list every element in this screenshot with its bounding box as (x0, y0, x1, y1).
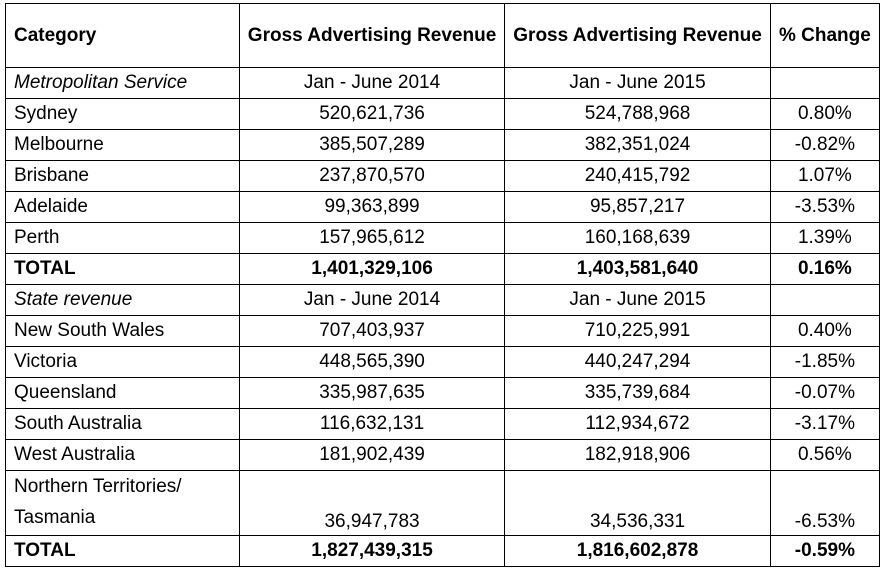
value-2015: 524,788,968 (504, 98, 771, 130)
table-row: South Australia 116,632,131 112,934,672 … (5, 408, 880, 440)
row-label: South Australia (5, 408, 240, 440)
row-label: Perth (5, 222, 240, 254)
value-2015: 710,225,991 (504, 315, 771, 347)
table-row: Sydney 520,621,736 524,788,968 0.80% (5, 98, 880, 130)
value-2014: 335,987,635 (238, 377, 506, 409)
value-2014: 385,507,289 (238, 129, 506, 161)
total-row-metropolitan: TOTAL 1,401,329,106 1,403,581,640 0.16% (5, 253, 880, 285)
section-row-state: State revenue Jan - June 2014 Jan - June… (5, 284, 880, 316)
table-row: Victoria 448,565,390 440,247,294 -1.85% (5, 346, 880, 378)
value-2015: 382,351,024 (504, 129, 771, 161)
period-2015: Jan - June 2015 (504, 67, 771, 99)
empty-cell (769, 67, 880, 99)
section-row-metropolitan: Metropolitan Service Jan - June 2014 Jan… (5, 67, 880, 99)
header-row: Category Gross Advertising Revenue Gross… (5, 3, 880, 68)
percent-change: -0.82% (769, 129, 880, 161)
period-2015: Jan - June 2015 (504, 284, 771, 316)
total-2014: 1,401,329,106 (238, 253, 506, 285)
row-label: Adelaide (5, 191, 240, 223)
header-revenue-2015: Gross Advertising Revenue (504, 3, 771, 68)
value-2015: 95,857,217 (504, 191, 771, 223)
value-2014: 237,870,570 (238, 160, 506, 192)
table-row: Melbourne 385,507,289 382,351,024 -0.82% (5, 129, 880, 161)
value-2015: 440,247,294 (504, 346, 771, 378)
value-2014: 99,363,899 (238, 191, 506, 223)
header-category: Category (5, 3, 240, 68)
percent-change: -3.53% (769, 191, 880, 223)
value-2014: 157,965,612 (238, 222, 506, 254)
value-2014: 448,565,390 (238, 346, 506, 378)
percent-change: -1.85% (769, 346, 880, 378)
total-percent-change: -0.59% (769, 535, 880, 567)
section-label: State revenue (5, 284, 240, 316)
value-2014: 36,947,783 (238, 470, 506, 536)
total-2015: 1,816,602,878 (504, 535, 771, 567)
row-label: Melbourne (5, 129, 240, 161)
percent-change: 1.07% (769, 160, 880, 192)
table-row: New South Wales 707,403,937 710,225,991 … (5, 315, 880, 347)
table-row: Northern Territories/ Tasmania 36,947,78… (5, 470, 880, 536)
row-label: Northern Territories/ Tasmania (5, 470, 240, 536)
value-2014: 707,403,937 (238, 315, 506, 347)
table-row: Adelaide 99,363,899 95,857,217 -3.53% (5, 191, 880, 223)
value-2015: 34,536,331 (504, 470, 771, 536)
percent-change: -3.17% (769, 408, 880, 440)
row-label: Sydney (5, 98, 240, 130)
row-label: New South Wales (5, 315, 240, 347)
table-row: Queensland 335,987,635 335,739,684 -0.07… (5, 377, 880, 409)
revenue-table: Category Gross Advertising Revenue Gross… (5, 3, 880, 567)
table-row: Brisbane 237,870,570 240,415,792 1.07% (5, 160, 880, 192)
value-2014: 181,902,439 (238, 439, 506, 471)
row-label: Brisbane (5, 160, 240, 192)
total-2014: 1,827,439,315 (238, 535, 506, 567)
header-percent-change: % Change (769, 3, 880, 68)
total-percent-change: 0.16% (769, 253, 880, 285)
empty-cell (769, 284, 880, 316)
row-label: Victoria (5, 346, 240, 378)
value-2015: 112,934,672 (504, 408, 771, 440)
percent-change: -6.53% (769, 470, 880, 536)
value-2015: 240,415,792 (504, 160, 771, 192)
header-revenue-2014: Gross Advertising Revenue (238, 3, 506, 68)
value-2014: 116,632,131 (238, 408, 506, 440)
value-2015: 160,168,639 (504, 222, 771, 254)
total-label: TOTAL (5, 253, 240, 285)
percent-change: 0.40% (769, 315, 880, 347)
table-row: Perth 157,965,612 160,168,639 1.39% (5, 222, 880, 254)
total-label: TOTAL (5, 535, 240, 567)
percent-change: 1.39% (769, 222, 880, 254)
period-2014: Jan - June 2014 (238, 67, 506, 99)
row-label: West Australia (5, 439, 240, 471)
value-2014: 520,621,736 (238, 98, 506, 130)
period-2014: Jan - June 2014 (238, 284, 506, 316)
value-2015: 335,739,684 (504, 377, 771, 409)
percent-change: 0.56% (769, 439, 880, 471)
percent-change: -0.07% (769, 377, 880, 409)
percent-change: 0.80% (769, 98, 880, 130)
row-label: Queensland (5, 377, 240, 409)
value-2015: 182,918,906 (504, 439, 771, 471)
total-row-state: TOTAL 1,827,439,315 1,816,602,878 -0.59% (5, 535, 880, 567)
table-row: West Australia 181,902,439 182,918,906 0… (5, 439, 880, 471)
section-label: Metropolitan Service (5, 67, 240, 99)
total-2015: 1,403,581,640 (504, 253, 771, 285)
